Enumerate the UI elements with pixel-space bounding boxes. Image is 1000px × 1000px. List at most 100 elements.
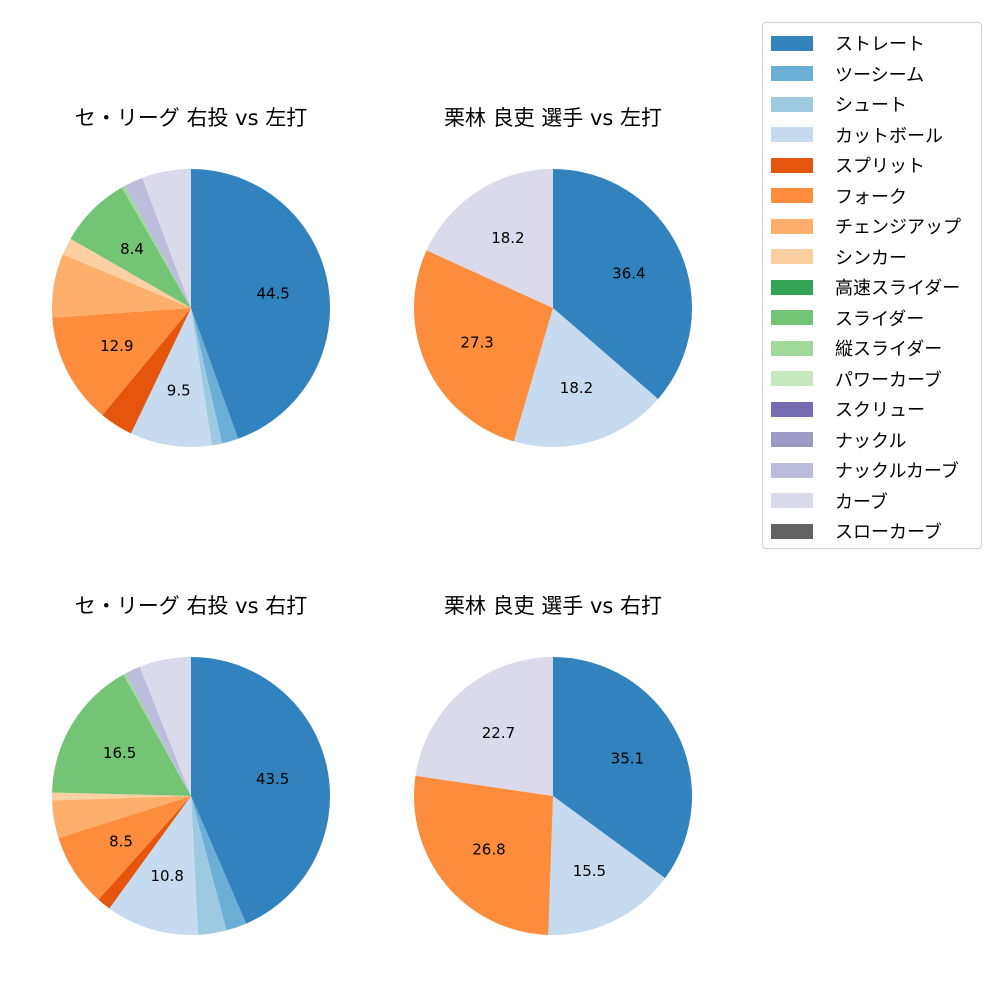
legend-swatch — [771, 371, 813, 386]
legend-label: フォーク — [835, 186, 907, 208]
legend-swatch — [771, 157, 813, 173]
legend: ストレートツーシームシュートカットボール スプリットフォークチェンジアップシンカー… — [762, 22, 982, 549]
legend-swatch — [771, 462, 813, 478]
pie-slice — [191, 796, 227, 935]
legend-item: 縦スライダー — [771, 335, 942, 361]
pie-title-player-vs-right: 栗林 良吏 選手 vs 右打 — [443, 594, 663, 618]
pie-slice — [191, 308, 239, 444]
pie-slice-label: 18.2 — [491, 229, 524, 247]
pie-slice — [102, 308, 191, 434]
pie-slice — [58, 796, 191, 900]
pie-slice — [548, 796, 666, 935]
legend-item: ツーシーム — [771, 61, 924, 87]
pie-slice — [62, 238, 191, 308]
legend-label: ストレート — [835, 34, 925, 55]
legend-label: 縦スライダー — [835, 339, 943, 360]
pie-slice — [125, 666, 191, 796]
legend-label: ツーシーム — [835, 64, 925, 86]
legend-label: スプリット — [835, 156, 925, 177]
pie-slice — [52, 796, 191, 839]
pie-slice — [52, 308, 191, 416]
legend-swatch — [771, 401, 813, 417]
pie-slice — [553, 657, 693, 879]
pie-slice — [52, 254, 192, 318]
legend-item: チェンジアップ — [771, 213, 961, 239]
pie-slice-label: 36.4 — [612, 264, 645, 282]
pie-title-league-vs-left: セ・リーグ 右投 vs 左打 — [74, 106, 308, 130]
pie-slice — [191, 169, 331, 439]
pie-slice — [131, 308, 212, 447]
legend-swatch — [771, 96, 813, 112]
pie-slice-label: 15.5 — [573, 862, 606, 880]
pie-slice — [124, 177, 191, 308]
pie-slice-label: 43.5 — [256, 770, 289, 788]
pie-slice-label: 44.5 — [256, 285, 289, 303]
pie-slice — [123, 673, 191, 796]
pie-slice-label: 8.5 — [109, 832, 133, 850]
pie-slice-label: 10.8 — [151, 867, 184, 885]
legend-label: パワーカーブ — [835, 369, 942, 391]
pie-slice — [121, 185, 191, 308]
pie-slice-label: 16.5 — [103, 744, 136, 762]
legend-swatch — [771, 493, 813, 508]
legend-swatch — [771, 127, 813, 142]
pie-slice-label: 18.2 — [560, 379, 593, 397]
legend-label: スローカーブ — [835, 522, 942, 543]
legend-label: カットボール — [835, 125, 943, 147]
pie-slice-label: 27.3 — [460, 334, 493, 352]
pie-slice — [513, 308, 659, 447]
legend-swatch — [771, 340, 813, 356]
legend-label: カーブ — [835, 491, 888, 513]
legend-swatch — [771, 279, 813, 295]
legend-swatch — [771, 432, 813, 447]
legend-item: スライダー — [771, 305, 924, 331]
pie-slice — [52, 792, 191, 801]
legend-label: 高速スライダー — [835, 278, 961, 299]
legend-label: ナックル — [835, 430, 907, 452]
legend-label: スクリュー — [835, 400, 925, 421]
legend-swatch — [771, 35, 813, 51]
pie-slice — [415, 657, 553, 796]
legend-item: シンカー — [771, 244, 907, 270]
legend-swatch — [771, 218, 813, 234]
legend-swatch — [771, 523, 813, 539]
legend-item: フォーク — [771, 183, 907, 209]
pie-slice — [52, 674, 191, 796]
pie-slice-label: 12.9 — [100, 337, 133, 355]
pie-slice — [70, 187, 191, 308]
pie-slice — [98, 796, 191, 909]
pie-slice — [191, 308, 223, 446]
pie-title-player-vs-left: 栗林 良吏 選手 vs 左打 — [443, 106, 663, 130]
legend-swatch — [771, 249, 813, 264]
pie-slice — [426, 169, 553, 308]
pie-slice — [191, 796, 247, 931]
legend-item: シュート — [771, 91, 907, 117]
pie-slice-label: 8.4 — [120, 240, 144, 258]
pie-title-league-vs-right: セ・リーグ 右投 vs 右打 — [74, 594, 308, 618]
legend-item: カーブ — [771, 488, 888, 514]
pie-slice — [414, 250, 553, 442]
legend-label: スライダー — [835, 308, 925, 330]
pie-slice — [191, 657, 331, 924]
pie-slice-label: 9.5 — [167, 381, 191, 399]
pie-slice-label: 22.7 — [482, 724, 515, 742]
legend-item: スクリュー — [771, 396, 925, 422]
legend-label: チェンジアップ — [835, 217, 961, 238]
legend-item: パワーカーブ — [771, 366, 942, 392]
legend-label: シュート — [835, 95, 907, 116]
pie-slice — [142, 169, 191, 308]
legend-label: ナックルカーブ — [835, 461, 959, 482]
legend-swatch — [771, 188, 813, 203]
legend-swatch — [771, 310, 813, 325]
pie-slice — [553, 169, 692, 400]
legend-item: ナックルカーブ — [771, 457, 959, 483]
legend-item: スプリット — [771, 152, 925, 178]
legend-item: カットボール — [771, 122, 943, 148]
legend-item: 高速スライダー — [771, 274, 960, 300]
pie-slice-label: 35.1 — [611, 749, 644, 767]
pie-slice-label: 26.8 — [472, 840, 505, 858]
pie-slice — [414, 775, 553, 935]
